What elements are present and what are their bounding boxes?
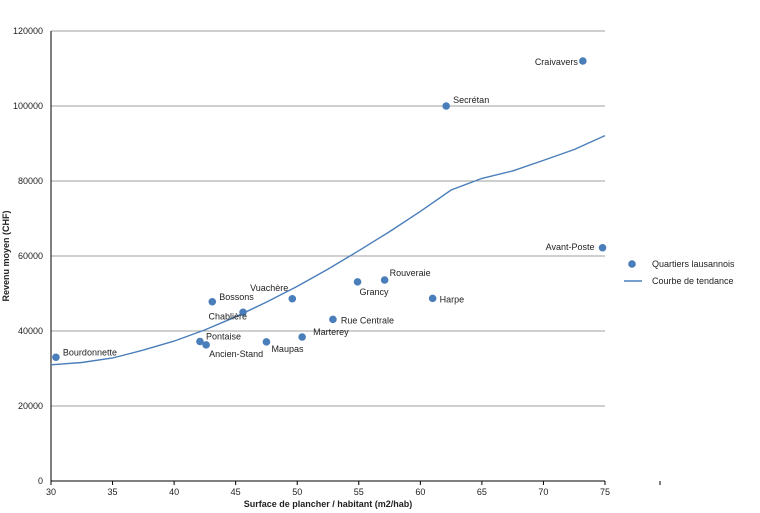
y-tick-label: 60000 [18, 251, 43, 261]
y-tick-labels: 0 20000 40000 60000 80000 100000 120000 [13, 26, 43, 486]
x-tick-label: 30 [46, 487, 56, 497]
point-label: Maupas [271, 344, 304, 354]
point-label: Grancy [360, 287, 390, 297]
y-tick-label: 80000 [18, 176, 43, 186]
point-label: Bourdonnette [63, 347, 117, 357]
y-tick-label: 40000 [18, 326, 43, 336]
x-tick-label: 35 [108, 487, 118, 497]
y-tick-label: 100000 [13, 101, 43, 111]
data-point [196, 337, 204, 346]
x-tick-label: 60 [415, 487, 425, 497]
x-tick-label: 45 [231, 487, 241, 497]
gridlines [51, 30, 605, 407]
x-tick-label: 70 [538, 487, 548, 497]
point-label: Bossons [219, 292, 254, 302]
data-point [288, 294, 297, 303]
data-point [262, 338, 271, 346]
point-label: Craivavers [535, 57, 579, 67]
x-tick-label: 55 [354, 487, 364, 497]
data-points [52, 57, 607, 362]
legend: Quartiers lausannois Courbe de tendance [624, 259, 735, 286]
y-tick-label: 20000 [18, 401, 43, 411]
legend-label-scatter: Quartiers lausannois [652, 259, 735, 269]
legend-marker-scatter [628, 260, 636, 268]
point-label: Marterey [313, 327, 349, 337]
point-labels: Bourdonnette Pontaise Ancien-Stand Bossons C… [63, 57, 595, 359]
point-label: Avant-Poste [546, 242, 595, 252]
y-tick-label: 120000 [13, 26, 43, 36]
y-tick-label: 0 [38, 476, 43, 486]
data-point [239, 308, 247, 317]
data-point [202, 341, 210, 349]
data-point [579, 57, 587, 65]
point-label: Vuachère [250, 283, 288, 293]
data-point [208, 297, 217, 306]
data-point [298, 333, 306, 341]
point-label: Rue Centrale [341, 315, 394, 325]
point-label: Ancien-Stand [209, 349, 263, 359]
data-point [428, 294, 437, 303]
data-point [329, 315, 337, 324]
y-axis-title: Revenu moyen (CHF) [1, 210, 11, 301]
data-point [598, 243, 607, 252]
x-tick-label: 75 [600, 487, 610, 497]
point-label: Pontaise [206, 332, 241, 342]
point-label: Secrétan [453, 95, 489, 105]
x-tick-label: 65 [477, 487, 487, 497]
point-label: Harpe [440, 294, 465, 304]
x-tick-label: 50 [292, 487, 302, 497]
x-tick-label: 40 [169, 487, 179, 497]
point-label: Chablière [209, 311, 248, 321]
legend-label-trend: Courbe de tendance [652, 276, 734, 286]
data-point [442, 102, 450, 110]
point-label: Rouveraie [390, 268, 431, 278]
data-point [52, 353, 60, 362]
axes [50, 31, 605, 482]
data-point [353, 278, 362, 286]
x-tick-labels: 30 35 40 45 50 55 60 65 70 75 [46, 481, 661, 497]
x-axis-title: Surface de plancher / habitant (m2/hab) [244, 499, 413, 509]
data-point [380, 276, 389, 284]
trend-line [50, 134, 606, 366]
